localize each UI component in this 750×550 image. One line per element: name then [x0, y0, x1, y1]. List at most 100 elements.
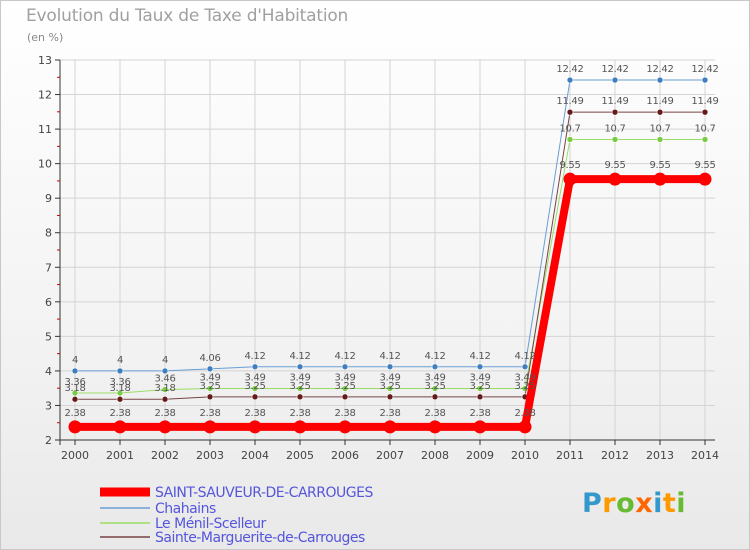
series-0-point-13: [656, 76, 664, 84]
legend-label-3: Sainte-Marguerite-de-Carrouges: [155, 530, 365, 546]
value-label-s1-8: 3.49: [424, 373, 445, 384]
series-1-point-2: [161, 386, 169, 393]
series-3-point-4: [248, 420, 262, 434]
value-label-s0-5: 4.12: [289, 351, 310, 362]
series-2-point-5: [296, 393, 304, 401]
series-2-point-2: [161, 395, 169, 403]
series-0-point-3: [206, 365, 214, 373]
value-label-s3-10: 2.38: [514, 408, 535, 419]
logo-letter: x: [635, 488, 654, 519]
series-0-point-0: [71, 367, 79, 375]
value-label-s1-14: 10.7: [694, 123, 715, 134]
value-label-s1-0: 3.36: [64, 377, 85, 388]
series-1-point-5: [296, 385, 304, 392]
series-0-point-14: [701, 76, 709, 84]
series-1-point-11: [566, 136, 574, 143]
value-label-s0-8: 4.12: [424, 351, 445, 362]
x-tick-label-2004: 2004: [241, 449, 269, 462]
series-1-point-4: [251, 385, 259, 392]
value-label-s2-13: 11.49: [646, 96, 673, 107]
series-3-point-12: [608, 172, 622, 186]
value-label-s0-0: 4: [72, 355, 78, 366]
x-tick-label-2014: 2014: [691, 449, 719, 462]
x-tick-label-2007: 2007: [376, 449, 404, 462]
value-label-s1-3: 3.49: [199, 373, 220, 384]
series-1-point-9: [476, 385, 484, 392]
value-label-s2-14: 11.49: [691, 96, 718, 107]
series-0-point-6: [341, 363, 349, 371]
series-2-point-9: [476, 393, 484, 401]
series-3-point-13: [653, 172, 667, 186]
logo-letter: i: [653, 488, 663, 519]
value-label-s2-12: 11.49: [601, 96, 628, 107]
logo-letter: r: [602, 488, 617, 519]
y-tick-label-13: 13: [38, 54, 52, 67]
value-label-s2-8: 3.25: [424, 381, 445, 392]
series-3-point-10: [518, 420, 532, 434]
value-label-s0-13: 12.42: [646, 64, 673, 75]
y-tick-label-9: 9: [45, 192, 52, 205]
value-label-s1-10: 3.49: [514, 373, 535, 384]
series-3-point-1: [113, 420, 127, 434]
value-label-s3-5: 2.38: [289, 408, 310, 419]
value-label-s3-1: 2.38: [109, 408, 130, 419]
x-tick-label-2003: 2003: [196, 449, 224, 462]
series-3-point-0: [68, 420, 82, 434]
series-0-point-9: [476, 363, 484, 371]
value-label-s1-9: 3.49: [469, 373, 490, 384]
series-1-point-3: [206, 385, 214, 392]
value-label-s0-6: 4.12: [334, 351, 355, 362]
value-label-s3-11: 9.55: [559, 160, 580, 171]
series-3-point-14: [698, 172, 712, 186]
value-label-s2-7: 3.25: [379, 381, 400, 392]
value-label-s2-3: 3.25: [199, 381, 220, 392]
x-tick-label-2006: 2006: [331, 449, 359, 462]
y-tick-label-11: 11: [38, 123, 52, 136]
legend-label-2: Le Ménil-Scelleur: [155, 516, 266, 532]
y-tick-label-2: 2: [45, 434, 52, 447]
value-label-s3-6: 2.38: [334, 408, 355, 419]
y-tick-label-5: 5: [45, 330, 52, 343]
series-2-point-4: [251, 393, 259, 401]
value-label-s3-12: 9.55: [604, 160, 625, 171]
value-label-s2-10: 3.25: [514, 381, 535, 392]
x-tick-label-2000: 2000: [61, 449, 89, 462]
value-label-s1-13: 10.7: [649, 123, 670, 134]
value-label-s3-13: 9.55: [649, 160, 670, 171]
series-0-point-7: [386, 363, 394, 371]
value-label-s2-6: 3.25: [334, 381, 355, 392]
y-tick-label-4: 4: [45, 365, 52, 378]
value-label-s0-3: 4.06: [199, 353, 220, 364]
series-2-point-3: [206, 393, 214, 401]
value-label-s1-5: 3.49: [289, 373, 310, 384]
y-tick-label-10: 10: [38, 158, 52, 171]
value-label-s0-1: 4: [117, 355, 123, 366]
series-1-point-7: [386, 385, 394, 392]
value-label-s1-2: 3.46: [154, 374, 175, 385]
x-tick-label-2009: 2009: [466, 449, 494, 462]
x-tick-label-2012: 2012: [601, 449, 629, 462]
value-label-s0-2: 4: [162, 355, 168, 366]
x-tick-label-2008: 2008: [421, 449, 449, 462]
x-tick-label-2010: 2010: [511, 449, 539, 462]
value-label-s0-7: 4.12: [379, 351, 400, 362]
value-label-s2-0: 3.18: [64, 383, 85, 394]
x-tick-label-2001: 2001: [106, 449, 134, 462]
y-tick-label-6: 6: [45, 296, 52, 309]
legend-label-0: SAINT-SAUVEUR-DE-CARROUGES: [155, 485, 373, 501]
chart-title: Evolution du Taux de Taxe d'Habitation: [26, 6, 349, 26]
value-label-s3-4: 2.38: [244, 408, 265, 419]
value-label-s1-7: 3.49: [379, 373, 400, 384]
series-3-point-5: [293, 420, 307, 434]
series-0-point-4: [251, 363, 259, 371]
logo-letter: i: [676, 488, 687, 519]
value-label-s2-5: 3.25: [289, 381, 310, 392]
series-2-point-11: [566, 108, 574, 116]
series-2-point-6: [341, 393, 349, 401]
value-label-s3-7: 2.38: [379, 408, 400, 419]
y-tick-label-7: 7: [45, 261, 52, 274]
series-0-point-5: [296, 363, 304, 371]
y-tick-label-3: 3: [45, 399, 52, 412]
series-0-point-1: [116, 367, 124, 375]
